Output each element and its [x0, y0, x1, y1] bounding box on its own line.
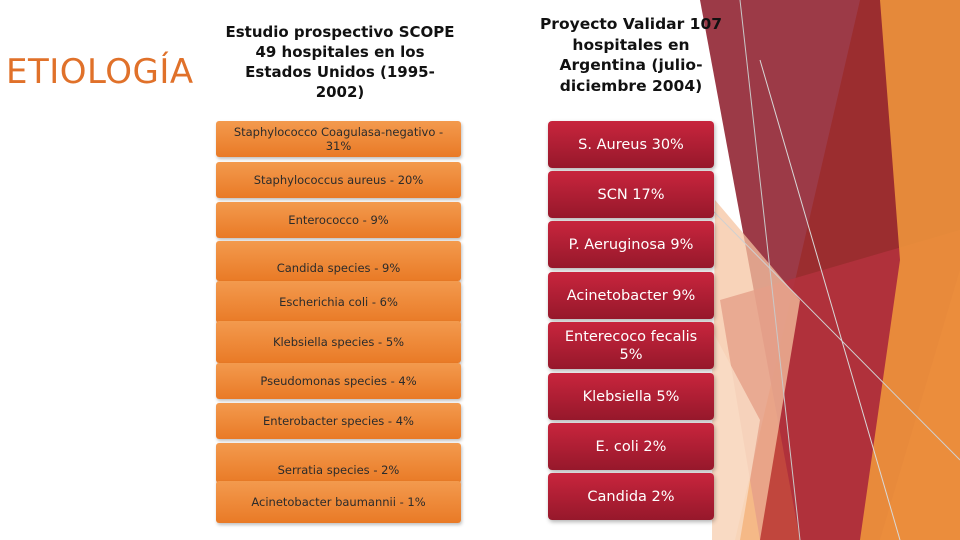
left-item-candida: Candida species - 9% — [216, 241, 461, 281]
right-item-s-aureus: S. Aureus 30% — [548, 121, 714, 168]
left-item-enterococco: Enterococco - 9% — [216, 202, 461, 238]
left-column-heading: Estudio prospectivo SCOPE 49 hospitales … — [225, 23, 455, 101]
left-item-acinetobacter-baumannii: Acinetobacter baumannii - 1% — [216, 481, 461, 523]
slide-title: ETIOLOGÍA — [6, 52, 194, 92]
left-item-staphylococco-coagulasa: Staphylococco Coagulasa-negativo - 31% — [216, 121, 461, 157]
right-item-p-aeruginosa: P. Aeruginosa 9% — [548, 221, 714, 268]
right-item-e-coli: E. coli 2% — [548, 423, 714, 470]
deco-line-2 — [711, 209, 960, 461]
right-column-heading: Proyecto Validar 107 hospitales en Argen… — [539, 15, 723, 95]
right-item-candida: Candida 2% — [548, 473, 714, 520]
right-item-acinetobacter: Acinetobacter 9% — [548, 272, 714, 319]
deco-line-1 — [739, 0, 801, 540]
deco-line-3 — [759, 59, 901, 540]
left-item-klebsiella: Klebsiella species - 5% — [216, 321, 461, 363]
left-item-escherichia-coli: Escherichia coli - 6% — [216, 281, 461, 323]
left-item-serratia: Serratia species - 2% — [216, 443, 461, 483]
left-item-staphylococcus-aureus: Staphylococcus aureus - 20% — [216, 162, 461, 198]
left-item-pseudomonas: Pseudomonas species - 4% — [216, 363, 461, 399]
right-item-klebsiella: Klebsiella 5% — [548, 373, 714, 420]
deco-shape-light-peach — [712, 330, 760, 540]
right-item-scn: SCN 17% — [548, 171, 714, 218]
right-item-enterococo-fecalis: Enterecoco fecalis 5% — [548, 322, 714, 369]
deco-shape-orange-bright — [860, 0, 960, 540]
left-item-enterobacter: Enterobacter species - 4% — [216, 403, 461, 439]
